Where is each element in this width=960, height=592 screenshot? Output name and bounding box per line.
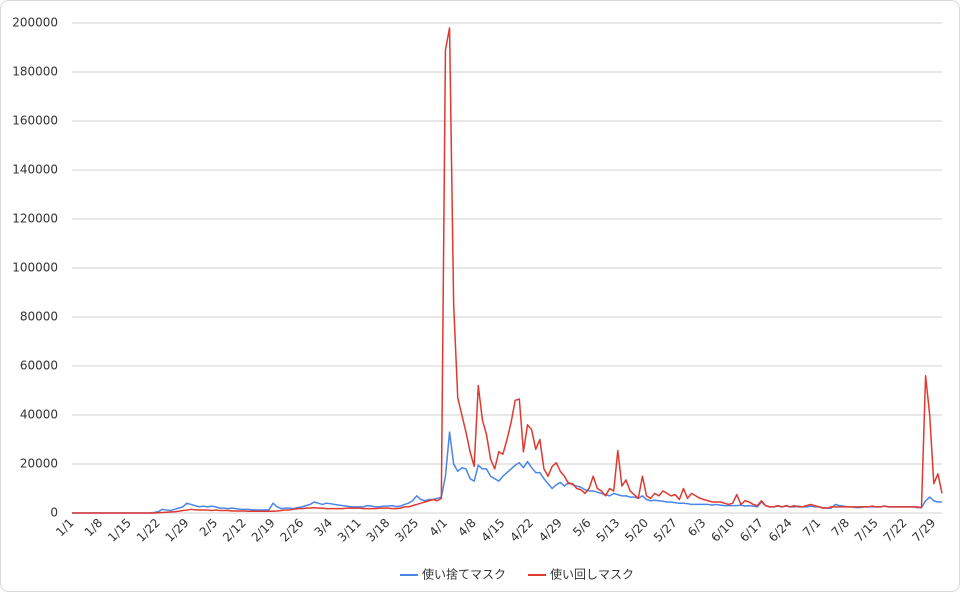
- y-tick-label: 160000: [12, 114, 58, 128]
- y-tick-label: 0: [50, 506, 58, 520]
- legend: 使い捨てマスク 使い回しマスク: [399, 567, 634, 582]
- y-tick-label: 40000: [20, 408, 58, 422]
- line-series: [72, 27, 943, 514]
- y-tick-label: 100000: [12, 261, 58, 275]
- y-tick-label: 20000: [20, 457, 58, 471]
- y-tick-label: 180000: [12, 65, 58, 79]
- y-tick-label: 120000: [12, 212, 58, 226]
- y-tick-label: 60000: [20, 359, 58, 373]
- y-tick-label: 80000: [20, 310, 58, 324]
- y-tick-label: 200000: [12, 16, 58, 30]
- legend-label: 使い捨てマスク: [422, 567, 506, 582]
- y-tick-label: 140000: [12, 163, 58, 177]
- legend-label: 使い回しマスク: [550, 567, 634, 582]
